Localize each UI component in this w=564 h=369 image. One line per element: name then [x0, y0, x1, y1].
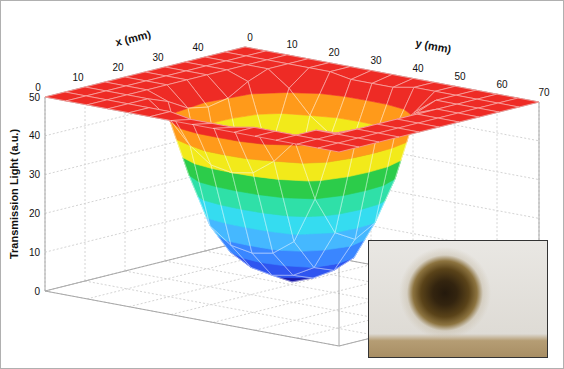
svg-text:10: 10 — [72, 72, 84, 83]
svg-text:30: 30 — [152, 52, 164, 63]
svg-text:Transmission Light (a.u.): Transmission Light (a.u.) — [8, 129, 20, 260]
svg-text:70: 70 — [538, 87, 550, 98]
svg-text:20: 20 — [112, 62, 124, 73]
svg-text:10: 10 — [286, 39, 298, 50]
svg-text:20: 20 — [328, 47, 340, 58]
svg-text:y (mm): y (mm) — [415, 37, 453, 55]
svg-text:0: 0 — [247, 32, 253, 43]
svg-text:40: 40 — [29, 130, 41, 141]
svg-text:20: 20 — [29, 208, 41, 219]
svg-text:0: 0 — [35, 81, 41, 93]
svg-text:50: 50 — [29, 92, 41, 103]
svg-text:60: 60 — [496, 79, 508, 90]
svg-text:30: 30 — [29, 169, 41, 180]
svg-text:40: 40 — [192, 42, 204, 53]
svg-text:10: 10 — [29, 247, 41, 258]
svg-text:x (mm): x (mm) — [114, 28, 152, 48]
svg-text:50: 50 — [454, 71, 466, 82]
svg-text:0: 0 — [34, 286, 40, 297]
svg-text:40: 40 — [412, 63, 424, 74]
svg-text:30: 30 — [370, 55, 382, 66]
